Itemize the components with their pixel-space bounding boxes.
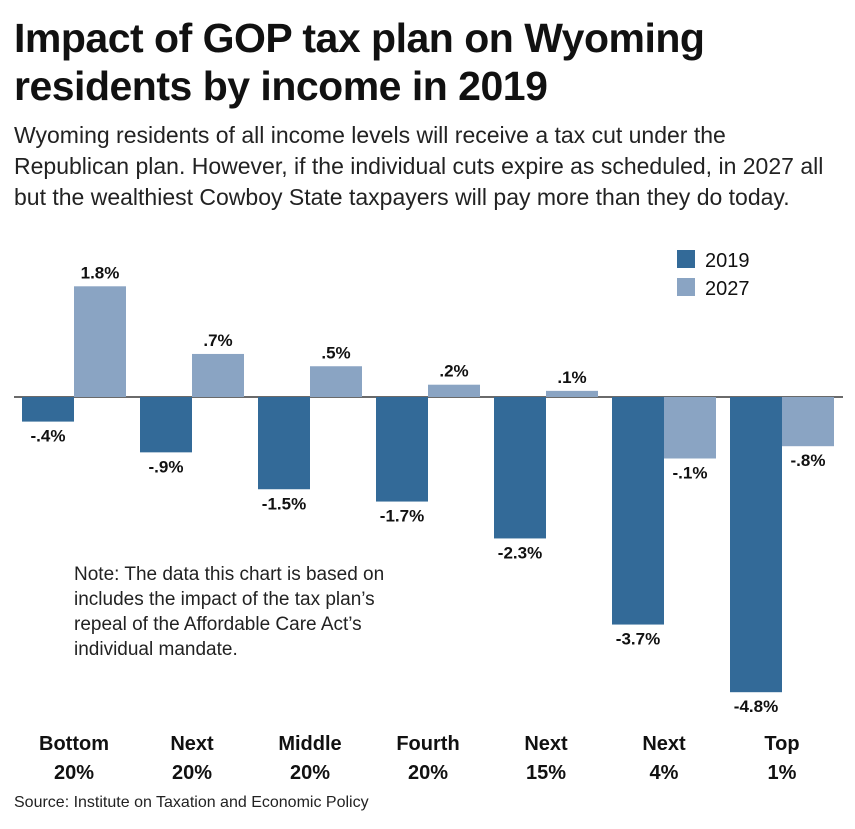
bar-2019-1 bbox=[140, 397, 192, 453]
category-label-line2-6: 1% bbox=[768, 762, 797, 784]
bar-2027-6 bbox=[782, 397, 834, 447]
data-label-2019-3: -1.7% bbox=[380, 507, 424, 526]
bar-chart: -.4% 1.8% Bottom 20% -.9% .7% Next 20% -1.5% .5% M… bbox=[14, 250, 843, 784]
bar-2027-1 bbox=[192, 353, 244, 397]
source-credit: Source: Institute on Taxation and Econom… bbox=[14, 794, 369, 811]
data-label-2019-0: -.4% bbox=[31, 427, 66, 446]
legend-swatch-2027 bbox=[677, 278, 695, 296]
data-label-2027-2: .5% bbox=[321, 343, 350, 362]
category-label-line1-1: Next bbox=[170, 733, 214, 755]
legend-label-2019: 2019 bbox=[705, 250, 750, 272]
bar-2027-2 bbox=[310, 366, 362, 397]
bar-2019-3 bbox=[376, 397, 428, 502]
category-label-line2-1: 20% bbox=[172, 762, 212, 784]
legend-label-2027: 2027 bbox=[705, 278, 750, 300]
data-label-2027-4: .1% bbox=[557, 368, 586, 387]
bar-2027-3 bbox=[428, 384, 480, 397]
data-label-2027-1: .7% bbox=[203, 331, 232, 350]
data-label-2027-3: .2% bbox=[439, 362, 468, 381]
category-label-line1-2: Middle bbox=[278, 733, 341, 755]
category-label-line2-5: 4% bbox=[650, 762, 679, 784]
category-label-line2-0: 20% bbox=[54, 762, 94, 784]
bar-2027-0 bbox=[74, 286, 126, 397]
data-label-2019-6: -4.8% bbox=[734, 697, 778, 716]
data-label-2019-1: -.9% bbox=[149, 457, 184, 476]
category-label-line1-3: Fourth bbox=[396, 733, 459, 755]
category-label-line1-5: Next bbox=[642, 733, 686, 755]
data-label-2027-6: -.8% bbox=[791, 451, 826, 470]
bar-2019-4 bbox=[494, 397, 546, 539]
bar-2019-5 bbox=[612, 397, 664, 625]
chart-note: Note: The data this chart is based on in… bbox=[74, 564, 385, 660]
data-label-2027-5: -.1% bbox=[673, 464, 708, 483]
category-label-line2-2: 20% bbox=[290, 762, 330, 784]
category-label-line1-0: Bottom bbox=[39, 733, 109, 755]
bar-2027-4 bbox=[546, 390, 598, 397]
data-label-2019-2: -1.5% bbox=[262, 494, 306, 513]
chart-subtitle: Wyoming residents of all income levels w… bbox=[14, 122, 824, 210]
category-label-line1-6: Top bbox=[764, 733, 799, 755]
bar-2027-5 bbox=[664, 397, 716, 459]
legend-swatch-2019 bbox=[677, 250, 695, 268]
bar-2019-6 bbox=[730, 397, 782, 693]
data-label-2019-4: -2.3% bbox=[498, 543, 542, 562]
category-label-line1-4: Next bbox=[524, 733, 568, 755]
chart-title: Impact of GOP tax plan on Wyoming reside… bbox=[14, 15, 705, 109]
bar-2019-2 bbox=[258, 397, 310, 490]
data-label-2027-0: 1.8% bbox=[81, 263, 120, 282]
bar-2019-0 bbox=[22, 397, 74, 422]
data-label-2019-5: -3.7% bbox=[616, 630, 660, 649]
category-label-line2-3: 20% bbox=[408, 762, 448, 784]
category-label-line2-4: 15% bbox=[526, 762, 566, 784]
